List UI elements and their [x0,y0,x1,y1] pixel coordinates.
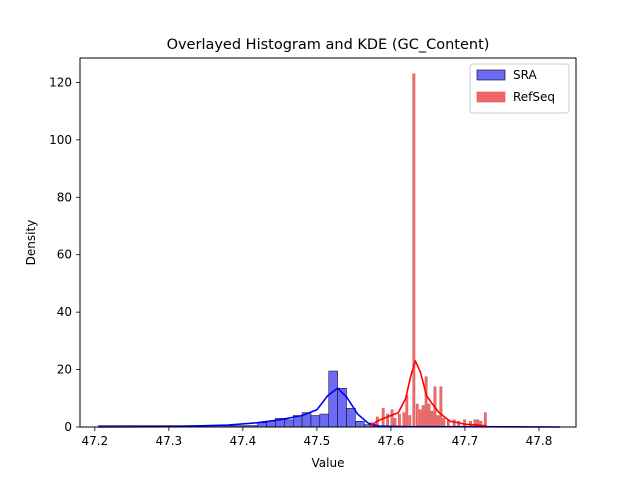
legend-swatch-refseq [476,91,506,103]
x-tick-label: 47.5 [304,434,331,448]
refseq-bar-16 [430,410,434,428]
y-tick-label: 100 [49,133,72,147]
y-tick-label: 80 [57,190,72,204]
refseq-bar-11 [415,403,419,428]
x-tick-label: 47.3 [155,434,182,448]
plot-frame [79,57,577,428]
legend-swatch-sra [476,69,506,81]
refseq-bar-13 [421,405,425,428]
refseq-bar-8 [405,395,409,428]
sra-bar-10 [337,387,347,428]
y-tick-label: 40 [57,305,72,319]
y-tick-label: 120 [49,75,72,89]
refseq-bar-19 [439,386,443,428]
y-axis: 0 20 40 60 80 100 120 [49,75,80,434]
sra-bar-9 [328,370,338,428]
chart-title: Overlayed Histogram and KDE (GC_Content) [167,37,490,53]
refseq-bar-26 [473,419,477,428]
x-axis-label: Value [312,456,345,470]
refseq-kde-line [369,360,487,427]
refseq-bar-18 [436,415,440,428]
refseq-bar-10 [412,73,416,428]
x-tick-label: 47.4 [230,434,257,448]
y-tick-label: 0 [64,420,72,434]
sra-bar-1 [257,422,267,428]
refseq-bar-29 [483,412,487,428]
y-tick-label: 60 [57,248,72,262]
legend-label-refseq: RefSeq [513,90,555,104]
refseq-bar-4 [390,409,394,428]
y-axis-label: Density [24,220,38,266]
series-refseq [369,73,487,428]
sra-bar-12 [355,421,365,428]
refseq-bar-15 [427,403,431,428]
refseq-bar-14 [424,376,428,428]
series-layer [98,73,560,428]
x-tick-label: 47.7 [452,434,479,448]
sra-bar-7 [310,415,321,428]
sra-bar-11 [346,408,356,428]
legend-label-sra: SRA [513,68,537,82]
y-tick-label: 20 [57,363,72,377]
x-tick-label: 47.8 [526,434,553,448]
refseq-bar-7 [402,412,406,428]
refseq-bar-9 [408,415,412,428]
refseq-bar-12 [418,409,422,428]
refseq-bar-20 [442,418,446,428]
x-tick-label: 47.2 [81,434,108,448]
sra-kde-line [98,387,560,428]
sra-bar-4 [284,419,294,428]
x-tick-label: 47.6 [378,434,405,448]
legend: SRA RefSeq [469,63,570,114]
sra-bar-8 [319,413,329,428]
x-axis: 47.2 47.3 47.4 47.5 47.6 47.7 47.8 [81,427,552,448]
refseq-bar-6 [398,413,401,428]
series-sra [98,370,560,428]
